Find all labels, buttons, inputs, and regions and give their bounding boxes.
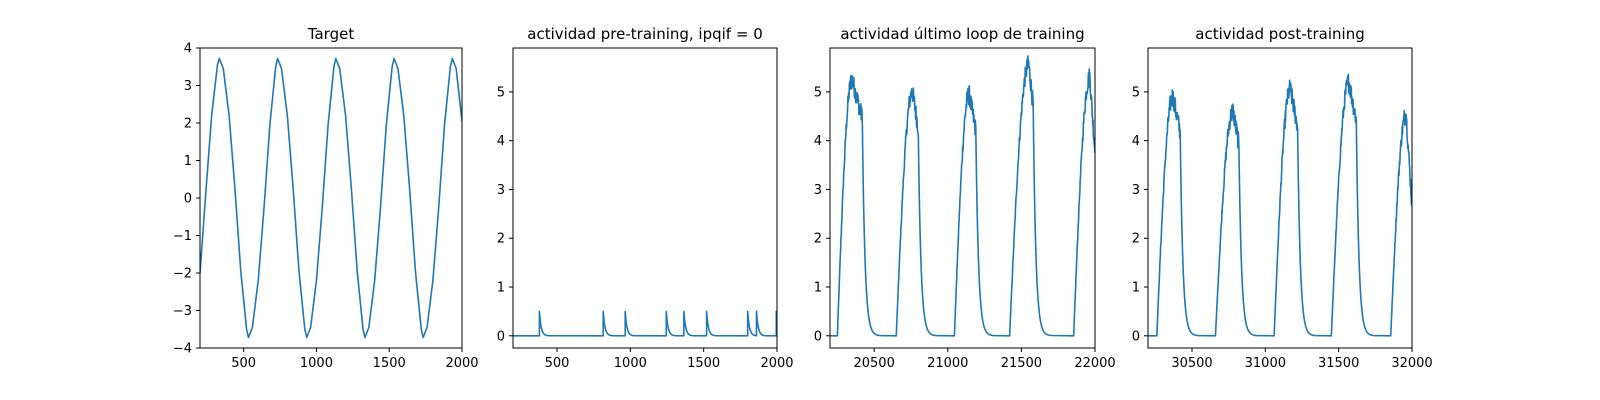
y-tick-label: 3 (497, 183, 505, 198)
x-tick-label: 1000 (614, 356, 647, 371)
y-tick-label: −3 (173, 304, 192, 319)
axes-frame-4 (1147, 47, 1413, 349)
y-tick-label: 0 (184, 192, 192, 207)
y-tick-label: 5 (497, 85, 505, 100)
x-tick-label: 20500 (853, 356, 894, 371)
x-tick-label: 1500 (687, 356, 720, 371)
chart-title-2: actividad pre-training, ipqif = 0 (527, 25, 763, 43)
y-tick-label: 2 (1132, 232, 1140, 247)
y-tick-label: 4 (497, 134, 505, 149)
x-tick-label: 21000 (927, 356, 968, 371)
series-line-1 (200, 57, 462, 339)
y-tick-label: 1 (497, 281, 505, 296)
axes-frame-2 (512, 47, 778, 349)
x-tick-label: 30500 (1171, 356, 1212, 371)
y-tick-label: 2 (814, 232, 822, 247)
subplot-1: Target 500 1000 1500 2000 −4 −3 −2 −1 0 1 2 3 4 (173, 25, 479, 371)
x-tick-label: 31000 (1245, 356, 1286, 371)
y-tick-label: 4 (814, 134, 822, 149)
x-tick-label: 32000 (1391, 356, 1432, 371)
y-tick-label: 1 (1132, 281, 1140, 296)
y-tick-label: 0 (814, 329, 822, 344)
y-tick-label: −4 (173, 342, 192, 357)
y-tick-label: 0 (497, 329, 505, 344)
subplot-2: actividad pre-training, ipqif = 0 500 1000… (497, 25, 794, 371)
y-tick-label: 3 (1132, 183, 1140, 198)
y-tick-label: 1 (814, 281, 822, 296)
y-tick-label: 4 (1132, 134, 1140, 149)
x-tick-label: 500 (545, 356, 570, 371)
axes-frame-3 (829, 47, 1096, 349)
x-tick-label: 1500 (373, 356, 406, 371)
chart-title-1: Target (307, 25, 355, 43)
y-tick-label: 5 (1132, 85, 1140, 100)
series-line-2 (513, 310, 777, 337)
x-tick-label: 31500 (1318, 356, 1359, 371)
y-tick-label: 3 (814, 183, 822, 198)
x-tick-label: 22000 (1074, 356, 1115, 371)
y-tick-label: 5 (814, 85, 822, 100)
y-tick-label: −2 (173, 267, 192, 282)
x-tick-label: 500 (231, 356, 256, 371)
series-line-4 (1148, 73, 1412, 337)
y-tick-label: 3 (184, 79, 192, 94)
x-tick-label: 1000 (300, 356, 333, 371)
y-tick-label: −1 (173, 229, 192, 244)
y-tick-label: 2 (497, 232, 505, 247)
y-tick-label: 1 (184, 154, 192, 169)
x-tick-label: 2000 (445, 356, 478, 371)
y-tick-label: 0 (1132, 329, 1140, 344)
chart-title-3: actividad último loop de training (840, 25, 1084, 43)
x-tick-label: 2000 (760, 356, 793, 371)
y-tick-label: 4 (184, 42, 192, 57)
y-tick-label: 2 (184, 117, 192, 132)
x-tick-label: 21500 (1001, 356, 1042, 371)
chart-title-4: actividad post-training (1195, 25, 1364, 43)
series-line-3 (830, 55, 1095, 337)
